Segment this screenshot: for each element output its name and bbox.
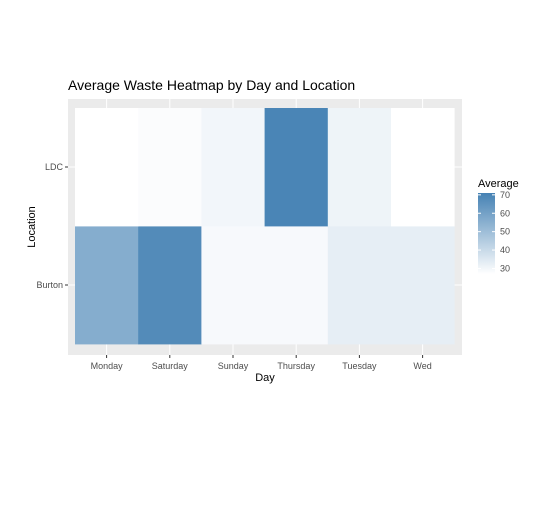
heatmap-cell — [75, 226, 139, 345]
heatmap-cell — [75, 108, 139, 227]
legend-title: Average — [478, 178, 519, 190]
legend-tick-label: 50 — [500, 227, 510, 237]
legend-tick-label: 40 — [500, 245, 510, 255]
heatmap-cell — [327, 108, 392, 227]
chart-title: Average Waste Heatmap by Day and Locatio… — [68, 77, 355, 93]
heatmap-cell — [138, 226, 202, 345]
heatmap-cell — [264, 108, 329, 227]
legend-tick-label: 30 — [500, 263, 510, 273]
heatmap-cells — [75, 108, 455, 345]
x-tick-label: Sunday — [218, 361, 249, 371]
y-axis: Burton LDC — [36, 162, 68, 290]
legend-tick-label: 70 — [500, 190, 510, 200]
x-axis-title: Day — [255, 372, 275, 384]
x-tick-label: Saturday — [152, 361, 189, 371]
heatmap-cell — [327, 226, 392, 345]
heatmap-cell — [391, 108, 455, 227]
heatmap-cell — [201, 108, 265, 227]
x-tick-label: Tuesday — [342, 361, 377, 371]
heatmap-cell — [201, 226, 265, 345]
heatmap-cell — [264, 226, 329, 345]
legend-colorbar — [478, 193, 495, 274]
x-tick-label: Monday — [91, 361, 124, 371]
legend-tick-label: 60 — [500, 208, 510, 218]
x-axis: Monday Saturday Sunday Thursday Tuesday Wed — [91, 355, 432, 371]
x-tick-label: Wed — [413, 361, 431, 371]
x-tick-label: Thursday — [277, 361, 315, 371]
y-tick-label: Burton — [36, 280, 63, 290]
color-legend: Average 30 40 50 60 70 — [478, 178, 519, 274]
y-tick-label: LDC — [45, 162, 64, 172]
heatmap-cell — [391, 226, 455, 345]
y-axis-title: Location — [26, 206, 38, 248]
heatmap-cell — [138, 108, 202, 227]
